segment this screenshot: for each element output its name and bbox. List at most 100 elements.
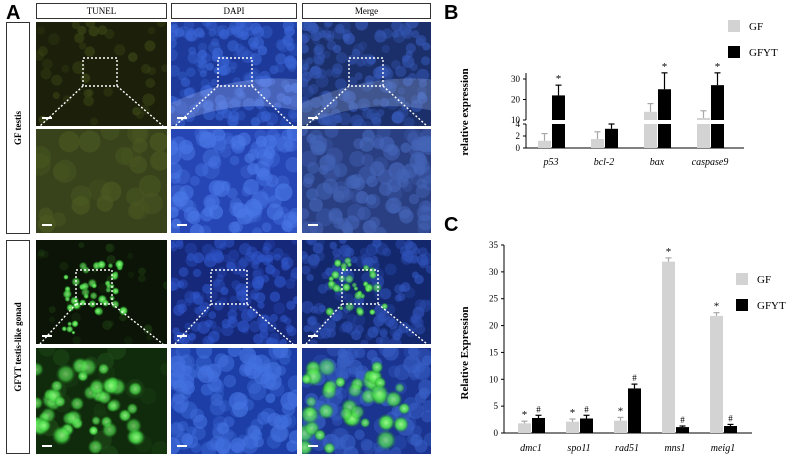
img-gf-dapi-zoom-svg — [171, 129, 297, 233]
micrograph-gf-merge — [302, 22, 431, 126]
chart-c-ylabel: Relative Expression — [459, 307, 471, 400]
chart-c-svg: Relative Expression 0 5 10 15 20 25 30 35 * # dmc1 *… — [459, 240, 786, 454]
chart-c-category-label: rad51 — [615, 443, 639, 454]
chart-b: relative expression 0 2 4 10 20 30 * p53 bcl-2 * ba… — [444, 0, 809, 195]
scale-bar — [177, 224, 187, 226]
img-gf-dapi-svg — [171, 22, 297, 126]
chart-b-bar-gfyt-lower — [552, 124, 565, 148]
chart-b-legend-swatch-gf — [728, 20, 740, 32]
micrograph-gfyt-merge — [302, 240, 431, 344]
chart-b-significance: * — [715, 61, 721, 73]
micrograph-gf-tunel-zoom — [36, 129, 167, 233]
panel-b-letter: B — [444, 2, 459, 24]
chart-b-ytick-label: 0 — [516, 143, 521, 153]
chart-c-significance: * — [618, 405, 624, 417]
chart-c-bar-gfyt — [676, 427, 689, 433]
chart-b-ytick-label: 20 — [511, 95, 521, 105]
chart-c: Relative Expression 0 5 10 15 20 25 30 35 * # dmc1 *… — [444, 205, 809, 461]
zoom-region-box — [75, 269, 113, 305]
scale-bar — [308, 117, 318, 119]
chart-c-significance: # — [680, 415, 685, 425]
img-gfyt-dapi-zoom-svg — [171, 348, 297, 454]
chart-b-ytick-label: 2 — [516, 131, 521, 141]
img-gf-merge-svg — [302, 22, 431, 126]
chart-b-bar-gfyt — [552, 95, 565, 120]
row-label-gf-testis-text: GF testis — [13, 111, 23, 145]
chart-c-category-label: dmc1 — [520, 443, 542, 454]
img-gf-tunel-svg — [36, 22, 167, 126]
chart-b-legend-label: GFYT — [749, 47, 778, 59]
column-header-merge: Merge — [302, 3, 431, 19]
chart-c-ytick-label: 5 — [494, 401, 499, 411]
micrograph-gf-merge-zoom — [302, 129, 431, 233]
chart-c-significance: * — [570, 407, 576, 419]
zoom-region-box — [341, 269, 379, 305]
chart-c-category-label: mns1 — [664, 443, 685, 454]
zoom-region-box — [217, 57, 253, 87]
chart-b-bar-gfyt — [711, 85, 724, 120]
chart-c-significance: # — [632, 373, 637, 383]
chart-c-ytick-label: 10 — [489, 374, 499, 384]
img-gf-merge-zoom-svg — [302, 129, 431, 233]
chart-c-bar-gf — [566, 421, 579, 433]
chart-b-ytick-label: 10 — [511, 115, 521, 125]
micrograph-background — [302, 22, 431, 126]
chart-c-bar-gf — [710, 315, 723, 433]
img-gfyt-tunel-zoom-svg — [36, 348, 167, 454]
chart-b-bar-gf — [538, 140, 551, 148]
img-gfyt-merge-svg — [302, 240, 431, 344]
chart-c-legend-swatch-gfyt — [736, 299, 748, 311]
zoom-region-box — [348, 57, 384, 87]
chart-b-significance: * — [662, 61, 668, 73]
chart-b-bar-gfyt-lower — [711, 124, 724, 148]
scale-bar — [42, 224, 52, 226]
chart-c-significance: * — [666, 246, 672, 258]
img-gfyt-merge-zoom-svg — [302, 348, 431, 454]
scale-bar — [177, 335, 187, 337]
chart-c-bar-gfyt — [628, 388, 641, 433]
chart-b-bar-gf-lower — [697, 124, 710, 148]
chart-b-ytick-label: 4 — [516, 119, 521, 129]
chart-b-bar-gfyt — [658, 89, 671, 120]
row-label-gfyt-gonad: GFYT testis-like gonad — [6, 240, 30, 454]
column-header-dapi: DAPI — [171, 3, 297, 19]
zoom-region-box — [82, 57, 118, 87]
chart-c-bar-gfyt — [532, 417, 545, 433]
chart-b-significance: * — [556, 73, 562, 85]
scale-bar — [308, 335, 318, 337]
chart-b-bar-gfyt-lower — [658, 124, 671, 148]
chart-c-ytick-label: 15 — [489, 347, 499, 357]
scale-bar — [177, 117, 187, 119]
chart-b-category-label: bax — [650, 157, 665, 168]
chart-c-bar-gf — [614, 420, 627, 433]
chart-c-category-label: meig1 — [711, 443, 735, 454]
chart-b-category-label: p53 — [543, 157, 559, 168]
img-gf-tunel-zoom-svg — [36, 129, 167, 233]
chart-c-ytick-label: 20 — [489, 321, 499, 331]
chart-c-ytick-label: 35 — [489, 240, 499, 250]
chart-c-bar-gfyt — [724, 426, 737, 433]
chart-c-significance: # — [728, 413, 733, 423]
chart-c-significance: # — [536, 404, 541, 414]
img-gfyt-tunel-svg — [36, 240, 167, 344]
chart-b-category-label: caspase9 — [692, 157, 729, 168]
scale-bar — [177, 445, 187, 447]
chart-b-bar-gf — [591, 139, 604, 148]
micrograph-gfyt-dapi-zoom — [171, 348, 297, 454]
chart-c-significance: # — [584, 404, 589, 414]
chart-c-category-label: spo11 — [567, 443, 590, 454]
chart-b-bar-gf-lower — [644, 124, 657, 148]
micrograph-gf-dapi — [171, 22, 297, 126]
chart-b-ylabel: relative expression — [459, 68, 471, 155]
chart-c-legend-swatch-gf — [736, 273, 748, 285]
panel-a-letter: A — [6, 2, 21, 24]
chart-b-legend-swatch-gfyt — [728, 46, 740, 58]
micrograph-gfyt-tunel — [36, 240, 167, 344]
micrograph-gf-tunel — [36, 22, 167, 126]
chart-c-ytick-label: 0 — [494, 428, 499, 438]
chart-b-svg: relative expression 0 2 410 20 30 * p53 bcl-2 * ba… — [459, 20, 778, 168]
chart-c-legend-label: GFYT — [757, 300, 786, 312]
chart-c-ytick-label: 25 — [489, 294, 499, 304]
scale-bar — [308, 445, 318, 447]
column-header-tunel: TUNEL — [36, 3, 167, 19]
